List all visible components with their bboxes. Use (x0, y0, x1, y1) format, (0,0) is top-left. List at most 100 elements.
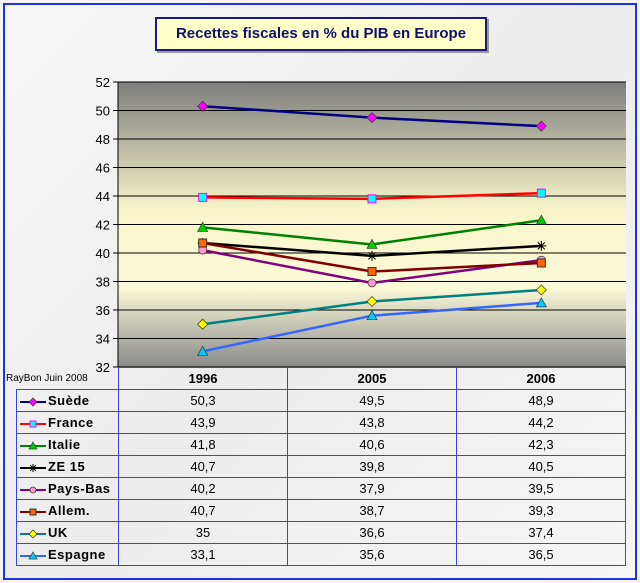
diamond-marker (366, 295, 378, 307)
y-tick-label: 42 (96, 218, 110, 233)
legend-entry: Suède (16, 389, 119, 412)
data-label: 40,5 (456, 455, 626, 478)
legend-key-icon (20, 486, 46, 493)
star-marker (29, 463, 37, 472)
diamond-marker (535, 120, 547, 132)
data-label: 43,9 (118, 411, 288, 434)
y-tick-label: 48 (96, 132, 110, 147)
legend-entry: ZE 15 (16, 455, 119, 478)
data-label: 44,2 (456, 411, 626, 434)
square-marker (29, 420, 37, 428)
legend-key-icon (20, 529, 46, 539)
series-France (198, 188, 546, 204)
diamond-marker (197, 100, 209, 112)
data-label: 41,8 (118, 433, 288, 456)
legend-label: ZE 15 (48, 459, 86, 474)
square-marker (536, 258, 546, 268)
legend-entry: Allem. (16, 499, 119, 522)
data-label: 38,7 (287, 499, 457, 522)
data-label: 37,4 (456, 521, 626, 544)
table-row: Espagne 33,1 35,6 36,5 (16, 543, 626, 566)
y-tick-label: 44 (96, 189, 110, 204)
star-marker (367, 250, 377, 261)
data-label: 48,9 (456, 389, 626, 412)
data-label: 36,5 (456, 543, 626, 566)
y-tick-label: 40 (96, 246, 110, 261)
square-marker (367, 194, 377, 204)
series-ZE 15 (197, 238, 547, 261)
triangle-marker (28, 440, 38, 449)
table-row: France 43,9 43,8 44,2 (16, 411, 626, 434)
chart-title: Recettes fiscales en % du PIB en Europe (155, 17, 487, 51)
triangle-marker (366, 238, 378, 249)
data-label: 43,8 (287, 411, 457, 434)
legend-key-icon (20, 550, 46, 559)
data-label: 40,7 (118, 499, 288, 522)
triangle-marker (535, 297, 547, 308)
triangle-marker (197, 221, 209, 232)
legend-label: Pays-Bas (48, 481, 111, 496)
circle-marker (367, 278, 377, 288)
star-marker (536, 240, 547, 251)
table-row: Pays-Bas 40,2 37,9 39,5 (16, 477, 626, 500)
legend-entry: Pays-Bas (16, 477, 119, 500)
y-tick-label: 46 (96, 161, 110, 176)
legend-key-icon (20, 440, 46, 449)
data-label: 36,6 (287, 521, 457, 544)
y-tick-label: 36 (96, 303, 110, 318)
table-row: ZE 15 40,7 39,8 40,5 (16, 455, 626, 478)
square-marker (536, 188, 546, 198)
data-label: 33,1 (118, 543, 288, 566)
y-tick-label: 32 (96, 360, 110, 375)
y-tick-label: 34 (96, 332, 110, 347)
square-marker (367, 267, 377, 277)
data-label: 50,3 (118, 389, 288, 412)
legend-label: Suède (48, 393, 90, 408)
data-label: 42,3 (456, 433, 626, 456)
series-Espagne (197, 297, 547, 356)
table-corner (17, 368, 119, 390)
y-tick-label: 52 (96, 75, 110, 90)
square-marker (29, 508, 37, 516)
x-category-label: 1996 (118, 367, 288, 390)
legend-entry: Italie (16, 433, 119, 456)
diamond-marker (366, 112, 378, 124)
x-category-label: 2005 (287, 367, 457, 390)
circle-marker (29, 486, 37, 493)
legend-label: France (48, 415, 94, 430)
diamond-marker (28, 529, 38, 539)
data-label: 35 (118, 521, 288, 544)
table-row: UK 35 36,6 37,4 (16, 521, 626, 544)
series-Italie (197, 214, 547, 249)
series-Allem. (198, 238, 546, 277)
data-label: 37,9 (287, 477, 457, 500)
legend-key-icon (20, 463, 46, 472)
data-label: 49,5 (287, 389, 457, 412)
square-marker (198, 192, 208, 202)
series-UK (197, 284, 547, 330)
table-row: Allem. 40,7 38,7 39,3 (16, 499, 626, 522)
triangle-marker (28, 550, 38, 559)
legend-key-icon (20, 397, 46, 407)
legend-label: Allem. (48, 503, 91, 518)
legend-entry: Espagne (16, 543, 119, 566)
legend-key-icon (20, 508, 46, 516)
diamond-marker (28, 397, 38, 407)
legend-entry: France (16, 411, 119, 434)
data-table: 1996 2005 2006 Suède 50,3 49,5 48,9 France 43,9 4… (16, 367, 626, 566)
diamond-marker (535, 284, 547, 296)
data-label: 39,5 (456, 477, 626, 500)
legend-key-icon (20, 420, 46, 428)
y-tick-label: 38 (96, 275, 110, 290)
credit-text: RayBon Juin 2008 (6, 373, 88, 384)
triangle-marker (535, 214, 547, 225)
legend-entry: UK (16, 521, 119, 544)
data-label: 39,3 (456, 499, 626, 522)
y-tick-label: 50 (96, 104, 110, 119)
x-category-label: 2006 (456, 367, 626, 390)
series-Suède (197, 100, 547, 132)
legend-label: Espagne (48, 547, 106, 562)
square-marker (198, 238, 208, 248)
